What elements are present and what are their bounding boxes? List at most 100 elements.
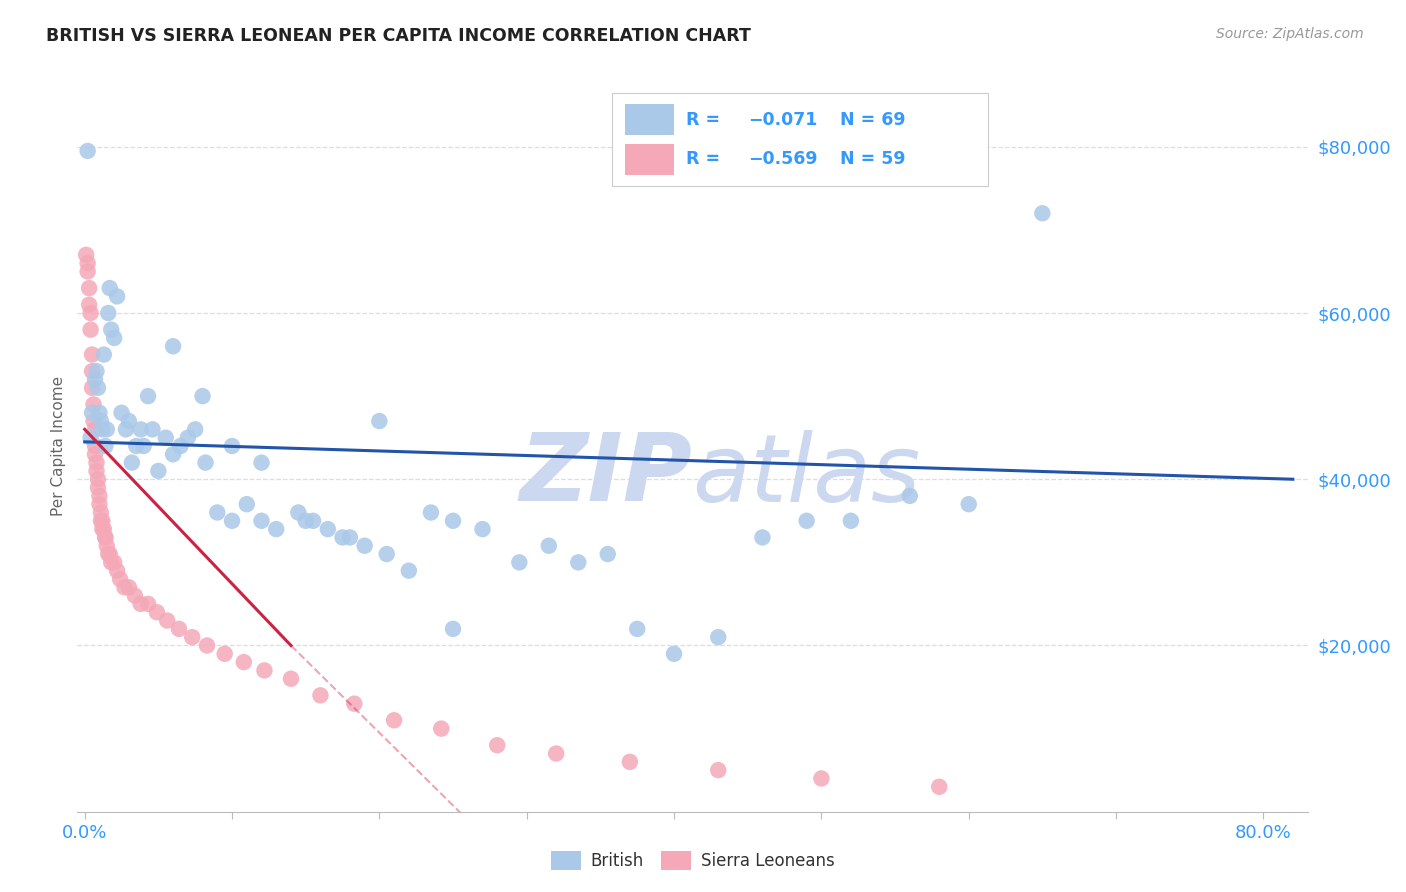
Point (91, 514, 114, 528)
Point (110, 406, 132, 420)
Point (136, 597, 159, 611)
Point (77, 281, 100, 295)
Bar (613, 93, 988, 186)
Text: R =: R = (686, 111, 727, 128)
Point (86, 464, 108, 478)
Point (253, 664, 276, 678)
Point (124, 589, 146, 603)
Point (156, 614, 179, 628)
Point (232, 655, 254, 669)
Point (98, 547, 121, 561)
Point (80, 406, 103, 420)
Point (96, 422, 118, 436)
Point (89, 497, 111, 511)
Point (441, 622, 464, 636)
Point (132, 439, 155, 453)
Point (155, 431, 177, 445)
Point (626, 622, 648, 636)
Point (250, 514, 273, 528)
Point (77, 298, 100, 312)
Text: BRITISH VS SIERRA LEONEAN PER CAPITA INCOME CORRELATION CHART: BRITISH VS SIERRA LEONEAN PER CAPITA INC… (46, 27, 751, 45)
Point (368, 414, 391, 428)
Point (121, 456, 143, 470)
Point (90, 414, 112, 428)
Point (93, 348, 115, 362)
Point (839, 514, 862, 528)
Point (751, 530, 773, 544)
Point (136, 389, 159, 403)
Point (177, 431, 200, 445)
Point (87, 381, 110, 395)
Point (89, 489, 111, 503)
Point (100, 555, 122, 569)
Point (236, 497, 259, 511)
Point (84, 422, 107, 436)
Point (294, 514, 316, 528)
Point (114, 580, 136, 594)
Point (264, 522, 287, 536)
Point (567, 555, 589, 569)
Point (76, 264, 98, 278)
Point (302, 514, 325, 528)
Point (375, 547, 398, 561)
Point (810, 772, 832, 786)
Point (339, 530, 361, 544)
Point (98, 281, 121, 295)
Point (79, 431, 101, 445)
Point (419, 506, 441, 520)
Point (129, 422, 152, 436)
Point (184, 422, 207, 436)
Point (76, 256, 98, 270)
Point (353, 539, 375, 553)
Text: R =: R = (686, 150, 727, 169)
Point (1031, 206, 1053, 220)
Point (546, 747, 568, 761)
Point (169, 439, 191, 453)
Point (194, 456, 217, 470)
Point (94, 530, 117, 544)
Point (508, 555, 530, 569)
Point (162, 339, 184, 353)
Point (486, 738, 509, 752)
Point (91, 422, 114, 436)
Point (100, 323, 122, 337)
Y-axis label: Per Capita Income: Per Capita Income (51, 376, 66, 516)
Point (84, 372, 107, 386)
Point (537, 539, 560, 553)
Point (86, 364, 108, 378)
Point (83, 397, 105, 411)
Point (146, 605, 169, 619)
Point (83, 414, 105, 428)
Point (957, 497, 980, 511)
Point (596, 547, 619, 561)
Point (382, 714, 405, 728)
Point (86, 456, 108, 470)
Point (148, 464, 170, 478)
Point (105, 289, 128, 303)
Point (90, 514, 112, 528)
Point (195, 639, 218, 653)
Point (79, 306, 101, 320)
Point (96, 539, 118, 553)
Point (108, 572, 131, 586)
Point (619, 755, 641, 769)
Point (316, 522, 339, 536)
Point (662, 647, 685, 661)
Point (332, 530, 354, 544)
Point (207, 506, 229, 520)
Point (707, 763, 730, 777)
Point (97, 306, 120, 320)
Legend: British, Sierra Leoneans: British, Sierra Leoneans (544, 844, 841, 877)
Text: −0.071: −0.071 (748, 111, 817, 128)
Point (80, 348, 103, 362)
Point (80, 364, 103, 378)
Bar (624, 104, 673, 136)
Point (167, 622, 190, 636)
Point (103, 555, 125, 569)
Bar (624, 144, 673, 175)
Text: N = 59: N = 59 (841, 150, 905, 169)
Text: ZIP: ZIP (520, 429, 693, 521)
Point (90, 506, 112, 520)
Point (343, 697, 366, 711)
Point (398, 564, 420, 578)
